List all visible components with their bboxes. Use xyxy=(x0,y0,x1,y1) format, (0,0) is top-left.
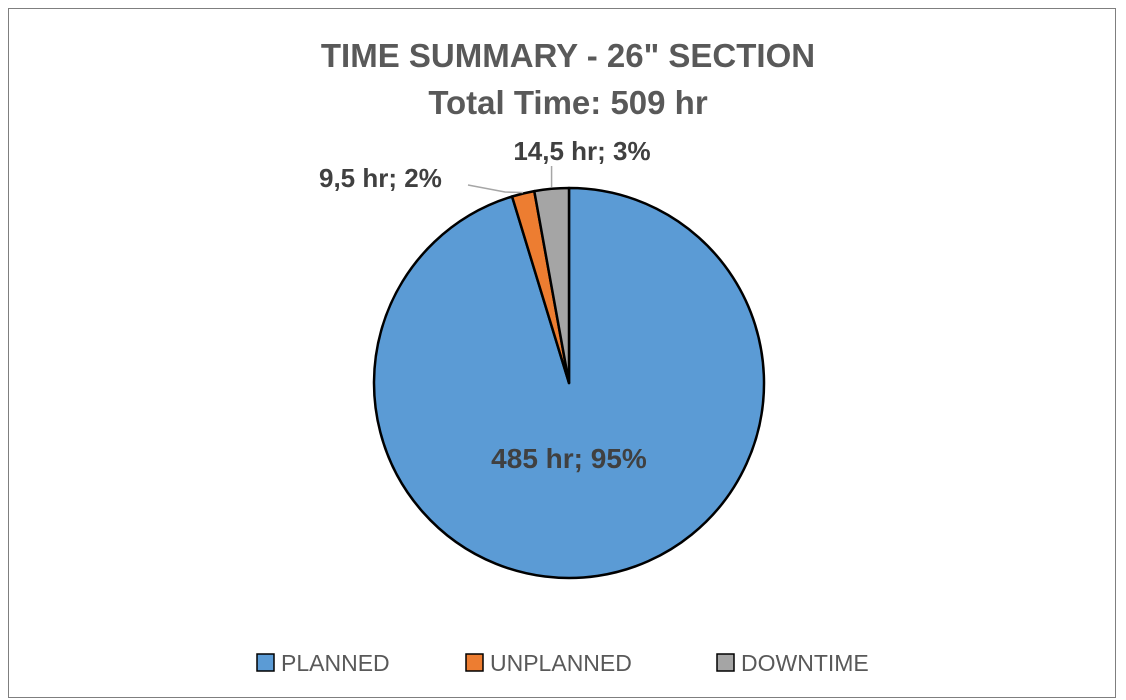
data-label-planned: 485 hr; 95% xyxy=(491,443,647,474)
pie-slice-downtime xyxy=(533,186,571,385)
data-label-downtime: 14,5 hr; 3% xyxy=(513,136,650,166)
legend-label-downtime: DOWNTIME xyxy=(741,650,869,676)
legend-swatch-unplanned xyxy=(465,653,484,672)
chart-subtitle: Total Time: 509 hr xyxy=(428,84,708,121)
legend-label-planned: PLANNED xyxy=(281,650,390,676)
data-label-unplanned: 9,5 hr; 2% xyxy=(319,163,442,193)
legend-swatch-planned xyxy=(256,653,275,672)
legend-label-unplanned: UNPLANNED xyxy=(490,650,632,676)
legend-swatch-downtime xyxy=(716,653,735,672)
legend-item-downtime: DOWNTIME xyxy=(716,650,869,676)
legend-item-planned: PLANNED xyxy=(256,650,390,676)
leader-line-unplanned xyxy=(467,184,524,194)
chart-title: TIME SUMMARY - 26" SECTION xyxy=(321,37,815,74)
legend-item-unplanned: UNPLANNED xyxy=(465,650,632,676)
